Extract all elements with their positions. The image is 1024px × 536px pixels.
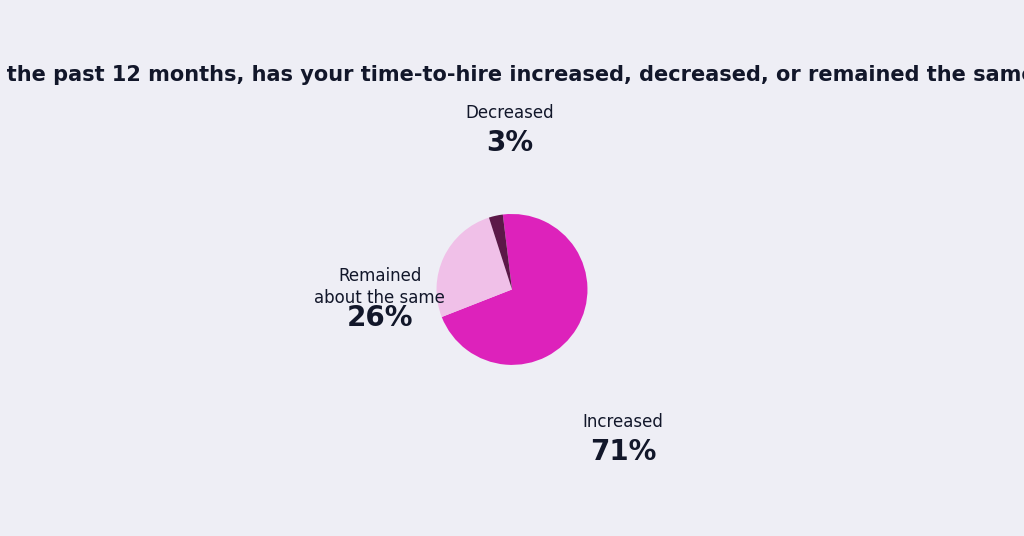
Wedge shape: [488, 214, 512, 289]
Text: In the past 12 months, has your time-to-hire increased, decreased, or remained t: In the past 12 months, has your time-to-…: [0, 65, 1024, 85]
Wedge shape: [436, 218, 512, 317]
Text: 71%: 71%: [590, 438, 656, 466]
Text: 3%: 3%: [486, 129, 534, 157]
Text: Remained
about the same: Remained about the same: [314, 267, 445, 307]
Text: Decreased: Decreased: [465, 103, 554, 122]
Text: 26%: 26%: [347, 304, 413, 332]
Wedge shape: [441, 214, 588, 365]
Text: Increased: Increased: [583, 413, 664, 430]
